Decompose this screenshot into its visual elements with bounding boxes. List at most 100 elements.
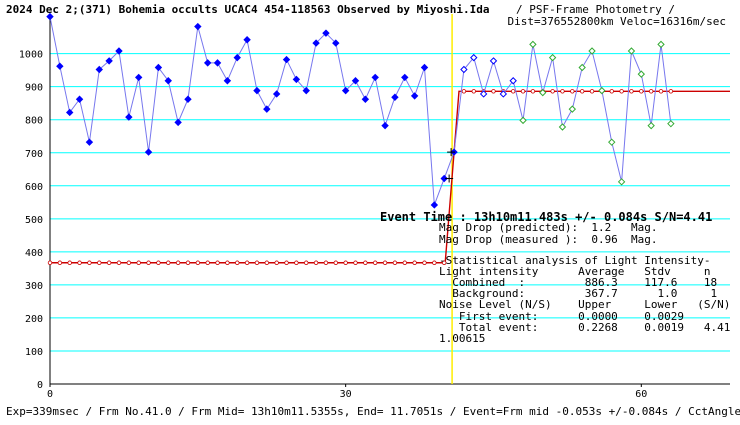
data-point bbox=[243, 36, 251, 44]
background-marker bbox=[304, 260, 309, 265]
background-marker bbox=[136, 260, 141, 265]
y-tick-label: 200 bbox=[25, 314, 43, 325]
data-point bbox=[164, 77, 172, 85]
combined-marker bbox=[629, 89, 634, 94]
background-marker bbox=[284, 260, 289, 265]
y-tick-label: 400 bbox=[25, 248, 43, 259]
background-marker bbox=[254, 260, 260, 265]
background-marker bbox=[225, 260, 230, 265]
background-marker bbox=[353, 260, 358, 265]
data-point bbox=[213, 59, 222, 67]
data-point bbox=[430, 201, 439, 209]
grid-lines bbox=[50, 53, 730, 352]
data-point bbox=[66, 108, 74, 117]
background-marker bbox=[126, 260, 132, 265]
background-marker bbox=[97, 260, 102, 265]
stats-line: Background: 367.7 1.0 1 bbox=[439, 287, 718, 300]
background-marker bbox=[47, 260, 53, 265]
y-tick-label: 500 bbox=[25, 215, 43, 226]
y-tick-label: 100 bbox=[25, 347, 43, 358]
stats-line: 1.00615 bbox=[439, 332, 486, 345]
data-point bbox=[401, 73, 409, 82]
background-marker bbox=[264, 260, 270, 265]
data-point bbox=[558, 123, 567, 131]
y-tick-label: 600 bbox=[25, 182, 43, 193]
background-marker bbox=[116, 260, 122, 265]
background-marker bbox=[175, 260, 181, 265]
background-marker bbox=[442, 260, 447, 265]
data-point bbox=[509, 77, 517, 85]
background-marker bbox=[363, 260, 368, 265]
combined-marker bbox=[520, 89, 526, 94]
data-point bbox=[322, 29, 330, 37]
combined-marker bbox=[550, 89, 555, 94]
background-marker bbox=[412, 260, 417, 265]
data-connect-line bbox=[49, 16, 672, 206]
data-point bbox=[479, 90, 488, 98]
data-point bbox=[46, 12, 54, 21]
background-marker bbox=[195, 260, 201, 265]
data-point bbox=[223, 77, 232, 85]
data-point bbox=[568, 105, 577, 113]
background-marker bbox=[313, 260, 319, 265]
combined-marker bbox=[530, 89, 536, 94]
data-point bbox=[381, 121, 389, 130]
data-point bbox=[627, 47, 636, 55]
background-marker bbox=[402, 260, 407, 265]
axes: 0 100 200 300 400 500 600 700 800 900 1000 0 30 60 bbox=[19, 14, 730, 400]
data-point bbox=[174, 118, 182, 127]
background-marker bbox=[57, 260, 63, 265]
data-point bbox=[253, 86, 261, 95]
background-marker bbox=[244, 260, 250, 265]
combined-marker bbox=[491, 89, 496, 94]
background-marker bbox=[343, 260, 348, 265]
combined-marker bbox=[648, 89, 654, 94]
combined-marker bbox=[609, 89, 614, 94]
background-marker bbox=[215, 260, 220, 265]
data-point bbox=[184, 95, 192, 103]
background-marker bbox=[87, 260, 92, 265]
stats-line: Mag Drop (predicted): 1.2 Mag. bbox=[439, 221, 658, 234]
data-point bbox=[125, 113, 133, 121]
combined-marker bbox=[668, 89, 674, 94]
data-point bbox=[144, 148, 153, 156]
data-point bbox=[489, 57, 498, 65]
background-marker bbox=[106, 260, 112, 265]
data-point bbox=[105, 57, 113, 65]
data-point bbox=[410, 92, 419, 100]
combined-marker bbox=[658, 89, 664, 94]
data-point bbox=[203, 59, 212, 67]
data-point bbox=[391, 93, 399, 101]
data-point bbox=[341, 86, 350, 95]
data-point bbox=[548, 53, 557, 62]
combined-marker bbox=[639, 89, 644, 94]
background-marker bbox=[77, 260, 82, 265]
y-tick-label: 1000 bbox=[19, 50, 43, 61]
background-marker bbox=[67, 260, 72, 265]
y-tick-label: 700 bbox=[25, 149, 43, 160]
data-point bbox=[154, 63, 163, 72]
combined-marker bbox=[560, 89, 565, 94]
background-marker bbox=[156, 260, 161, 265]
combined-marker bbox=[579, 89, 585, 94]
data-point bbox=[539, 88, 547, 97]
stats-line: -Statistical analysis of Light Intensity… bbox=[439, 254, 711, 267]
data-point bbox=[312, 39, 320, 47]
data-point bbox=[667, 119, 675, 128]
data-point bbox=[233, 53, 241, 62]
data-point bbox=[351, 77, 360, 85]
background-marker bbox=[382, 260, 388, 265]
data-point bbox=[420, 63, 429, 72]
event-time-label: Event Time : 13h10m11.483s +/- 0.084s S/… bbox=[380, 210, 713, 224]
data-point bbox=[282, 55, 291, 64]
data-point bbox=[85, 138, 94, 146]
data-point bbox=[302, 86, 310, 95]
combined-marker bbox=[510, 89, 516, 94]
stats-line: Light intensity Average Stdv n bbox=[439, 265, 711, 278]
combined-marker bbox=[589, 89, 595, 94]
data-point bbox=[75, 95, 84, 103]
footer-info: Exp=339msec / Frm No.41.0 / Frm Mid= 13h… bbox=[6, 405, 740, 418]
data-point bbox=[608, 138, 616, 146]
data-point bbox=[332, 39, 340, 47]
